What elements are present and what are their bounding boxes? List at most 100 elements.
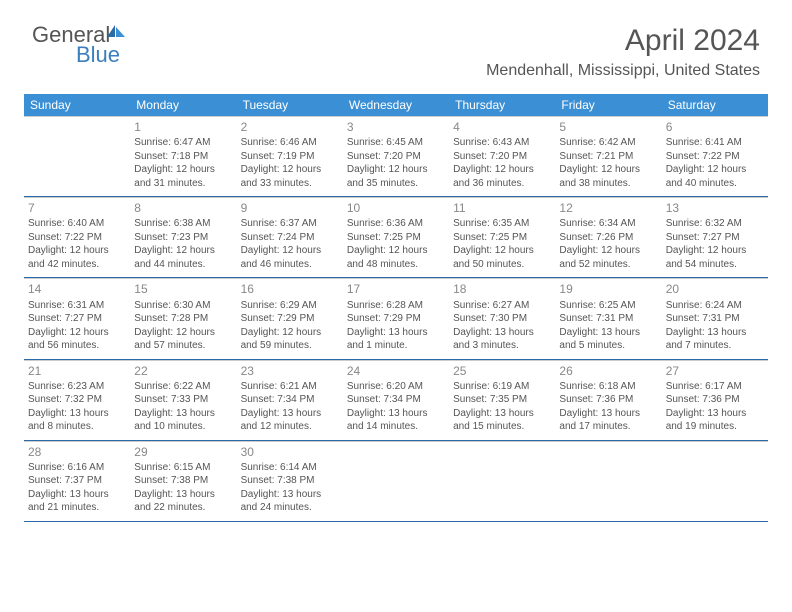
sunset-line: Sunset: 7:38 PM [241,474,339,488]
day-cell: 26Sunrise: 6:18 AMSunset: 7:36 PMDayligh… [555,360,661,440]
header-cell: Tuesday [237,94,343,116]
day-cell: 30Sunrise: 6:14 AMSunset: 7:38 PMDayligh… [237,441,343,521]
sunset-line: Sunset: 7:24 PM [241,231,339,245]
day-number: 9 [241,200,339,217]
week-row: 1Sunrise: 6:47 AMSunset: 7:18 PMDaylight… [24,116,768,197]
sunset-line: Sunset: 7:31 PM [666,312,764,326]
day-number: 18 [453,281,551,298]
sunrise-line: Sunrise: 6:25 AM [559,299,657,313]
sunset-line: Sunset: 7:21 PM [559,150,657,164]
day-cell: 12Sunrise: 6:34 AMSunset: 7:26 PMDayligh… [555,197,661,277]
sunset-line: Sunset: 7:20 PM [453,150,551,164]
week-row: 14Sunrise: 6:31 AMSunset: 7:27 PMDayligh… [24,278,768,359]
sunrise-line: Sunrise: 6:14 AM [241,461,339,475]
sunrise-line: Sunrise: 6:46 AM [241,136,339,150]
day-number: 19 [559,281,657,298]
day-number: 8 [134,200,232,217]
sunrise-line: Sunrise: 6:23 AM [28,380,126,394]
header-cell: Wednesday [343,94,449,116]
day-number: 29 [134,444,232,461]
day-number: 6 [666,119,764,136]
day-number: 25 [453,363,551,380]
day-number: 2 [241,119,339,136]
daylight-line: Daylight: 13 hours and 3 minutes. [453,326,551,353]
sunset-line: Sunset: 7:25 PM [347,231,445,245]
sunrise-line: Sunrise: 6:15 AM [134,461,232,475]
day-number: 5 [559,119,657,136]
day-number: 4 [453,119,551,136]
day-number: 3 [347,119,445,136]
sunset-line: Sunset: 7:32 PM [28,393,126,407]
day-number: 16 [241,281,339,298]
day-cell [343,441,449,521]
daylight-line: Daylight: 13 hours and 15 minutes. [453,407,551,434]
week-row: 21Sunrise: 6:23 AMSunset: 7:32 PM Dayligh… [24,360,768,441]
daylight-line: Daylight: 13 hours and 22 minutes. [134,488,232,515]
daylight-line: Daylight: 12 hours and 33 minutes. [241,163,339,190]
day-cell: 6Sunrise: 6:41 AMSunset: 7:22 PMDaylight… [662,116,768,196]
sunrise-line: Sunrise: 6:29 AM [241,299,339,313]
day-cell: 9Sunrise: 6:37 AMSunset: 7:24 PMDaylight… [237,197,343,277]
day-number: 23 [241,363,339,380]
daylight-line: Daylight: 13 hours and 1 minute. [347,326,445,353]
day-number: 20 [666,281,764,298]
day-cell [662,441,768,521]
daylight-line: Daylight: 12 hours and 44 minutes. [134,244,232,271]
week-row: 28Sunrise: 6:16 AMSunset: 7:37 PMDayligh… [24,441,768,522]
day-cell: 7Sunrise: 6:40 AMSunset: 7:22 PMDaylight… [24,197,130,277]
day-cell [24,116,130,196]
day-cell: 5Sunrise: 6:42 AMSunset: 7:21 PMDaylight… [555,116,661,196]
daylight-line: Daylight: 12 hours and 52 minutes. [559,244,657,271]
day-cell: 1Sunrise: 6:47 AMSunset: 7:18 PMDaylight… [130,116,236,196]
daylight-line: Daylight: 12 hours and 42 minutes. [28,244,126,271]
sunrise-line: Sunrise: 6:24 AM [666,299,764,313]
sunset-line: Sunset: 7:23 PM [134,231,232,245]
sunset-line: Sunset: 7:25 PM [453,231,551,245]
sunrise-line: Sunrise: 6:47 AM [134,136,232,150]
day-number: 14 [28,281,126,298]
page-title: April 2024 [625,24,760,58]
sunrise-line: Sunrise: 6:36 AM [347,217,445,231]
day-cell [555,441,661,521]
location-subtitle: Mendenhall, Mississippi, United States [486,62,760,80]
daylight-line: Daylight: 12 hours and 35 minutes. [347,163,445,190]
day-number: 26 [559,363,657,380]
sunset-line: Sunset: 7:37 PM [28,474,126,488]
sunrise-line: Sunrise: 6:28 AM [347,299,445,313]
sunset-line: Sunset: 7:28 PM [134,312,232,326]
sunset-line: Sunset: 7:19 PM [241,150,339,164]
day-number: 24 [347,363,445,380]
daylight-line: Daylight: 13 hours and 14 minutes. [347,407,445,434]
header-cell: Sunday [24,94,130,116]
day-number: 7 [28,200,126,217]
day-cell: 28Sunrise: 6:16 AMSunset: 7:37 PMDayligh… [24,441,130,521]
sunset-line: Sunset: 7:35 PM [453,393,551,407]
daylight-line: Daylight: 12 hours and 46 minutes. [241,244,339,271]
sunset-line: Sunset: 7:18 PM [134,150,232,164]
daylight-line: Daylight: 12 hours and 36 minutes. [453,163,551,190]
sunrise-line: Sunrise: 6:37 AM [241,217,339,231]
day-cell: 21Sunrise: 6:23 AMSunset: 7:32 PMDayligh… [24,360,130,440]
daylight-line: Daylight: 12 hours and 59 minutes. [241,326,339,353]
daylight-line: Daylight: 13 hours and 21 minutes. [28,488,126,515]
daylight-line: Daylight: 12 hours and 56 minutes. [28,326,126,353]
daylight-line: Daylight: 12 hours and 38 minutes. [559,163,657,190]
sunrise-line: Sunrise: 6:42 AM [559,136,657,150]
sunrise-line: Sunrise: 6:17 AM [666,380,764,394]
day-cell: 10Sunrise: 6:36 AMSunset: 7:25 PMDayligh… [343,197,449,277]
sunset-line: Sunset: 7:34 PM [347,393,445,407]
sunset-line: Sunset: 7:31 PM [559,312,657,326]
day-number: 17 [347,281,445,298]
sunrise-line: Sunrise: 6:20 AM [347,380,445,394]
sunrise-line: Sunrise: 6:32 AM [666,217,764,231]
day-cell: 29Sunrise: 6:15 AMSunset: 7:38 PMDayligh… [130,441,236,521]
sunset-line: Sunset: 7:36 PM [559,393,657,407]
daylight-line: Daylight: 13 hours and 7 minutes. [666,326,764,353]
day-number: 27 [666,363,764,380]
sunset-line: Sunset: 7:33 PM [134,393,232,407]
daylight-line: Daylight: 12 hours and 31 minutes. [134,163,232,190]
day-number: 21 [28,363,126,380]
day-number: 30 [241,444,339,461]
day-cell: 8Sunrise: 6:38 AMSunset: 7:23 PMDaylight… [130,197,236,277]
day-cell: 4Sunrise: 6:43 AMSunset: 7:20 PMDaylight… [449,116,555,196]
